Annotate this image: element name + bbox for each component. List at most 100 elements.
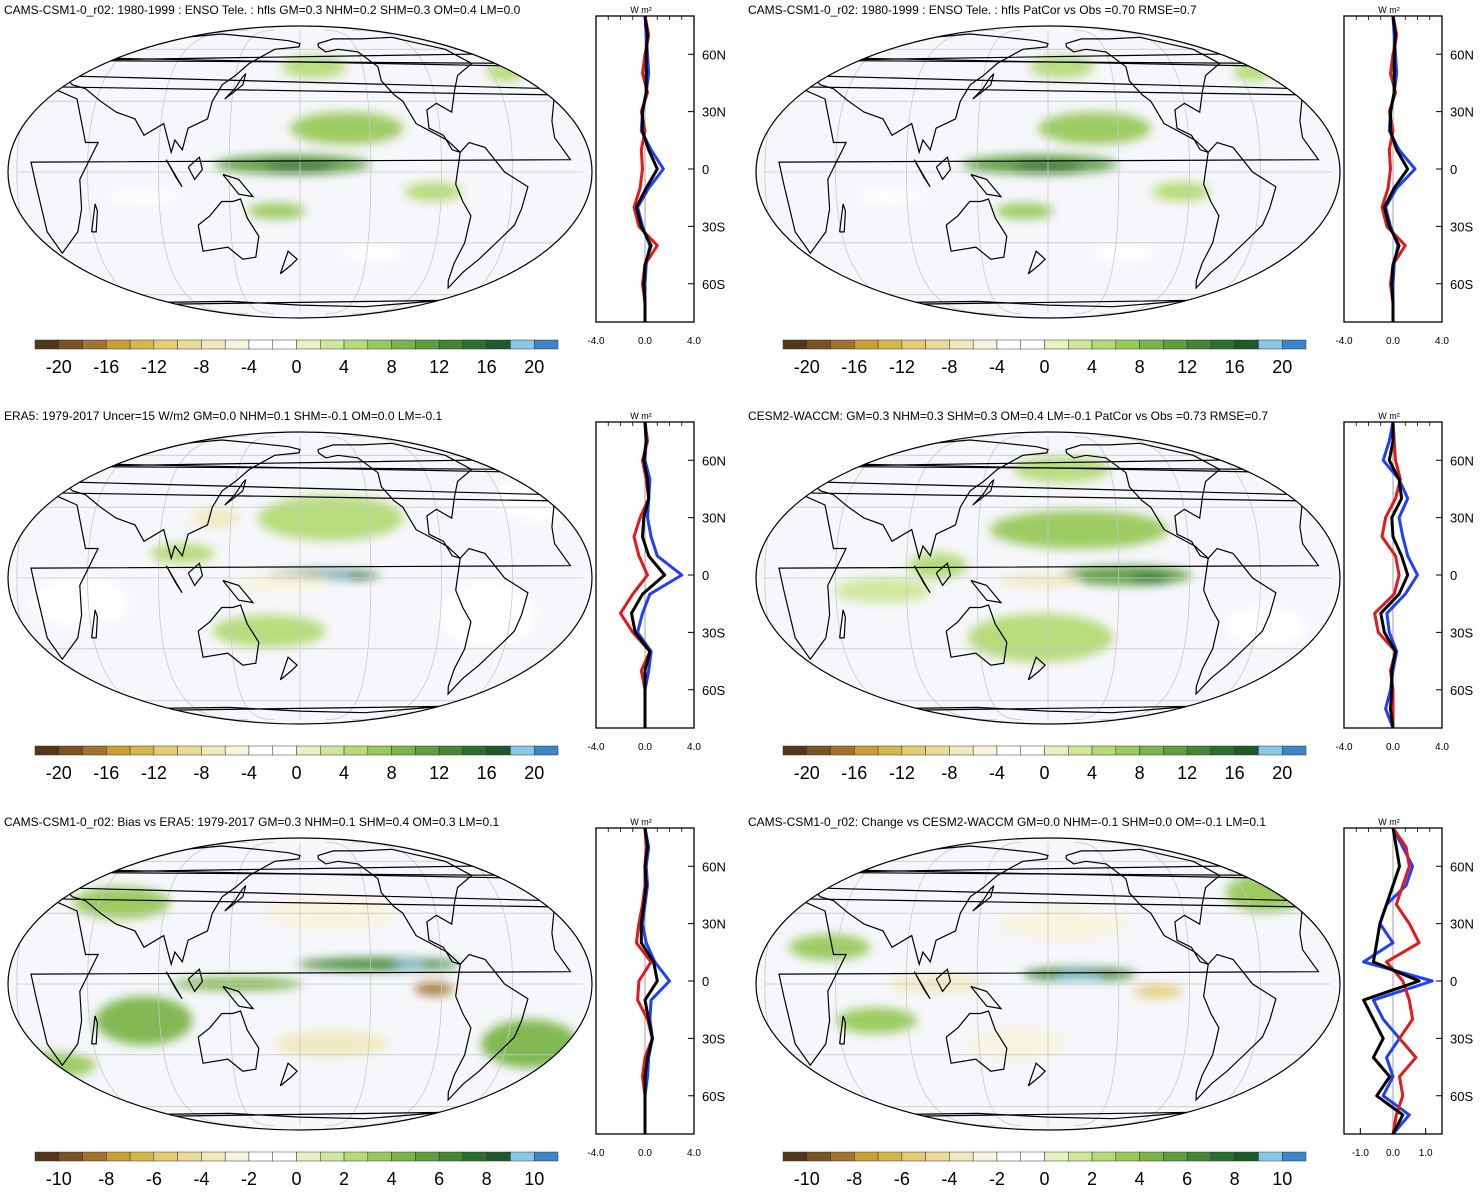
zonal-profile: W m² -4.0 0.0 4.0 60N 30N 0 30S 60S [587, 5, 725, 347]
coastline [972, 73, 995, 100]
colorbar-label: -12 [889, 763, 915, 783]
anomaly-field [834, 456, 1306, 663]
anomaly-patch [855, 190, 927, 204]
anomaly-patch [968, 1027, 1067, 1061]
colorbar-swatch [177, 745, 202, 756]
colorbar-label: -20 [794, 357, 820, 377]
profile-xtick-label: 4.0 [687, 742, 701, 753]
colorbar-swatch [201, 339, 226, 350]
colorbar-label: -8 [193, 357, 209, 377]
profile-line-obs [1362, 827, 1434, 1135]
colorbar-swatch [949, 1151, 974, 1162]
meridian-line [325, 436, 372, 720]
map-border [7, 431, 593, 725]
colorbar: -20 -16 -12 -8 -4 0 4 8 12 16 20 [34, 339, 559, 377]
coastline [197, 1010, 260, 1072]
colorbar-swatch [972, 745, 998, 756]
coastline [778, 898, 1320, 1067]
colorbar-label: -4 [241, 357, 257, 377]
colorbar-label: 12 [429, 357, 449, 377]
colorbar-swatch [854, 339, 879, 350]
meridian-line [228, 436, 275, 720]
colorbar-swatch [830, 1151, 855, 1162]
anomaly-patch [404, 181, 463, 202]
meridian-line [976, 842, 1023, 1126]
profile-unit: W m² [630, 5, 652, 15]
coastline [1027, 656, 1046, 681]
anomaly-patch [289, 112, 404, 145]
coastline [222, 985, 255, 1010]
colorbar-label: 20 [524, 763, 544, 783]
colorbar-label: 4 [1135, 1169, 1145, 1187]
profile-lat-label: 30S [1450, 625, 1473, 640]
colorbar-swatch [1258, 1151, 1283, 1162]
colorbar-swatch [1210, 1151, 1235, 1162]
profile-lat-label: 30N [702, 917, 726, 932]
colorbar-swatch [486, 339, 511, 350]
coastline [317, 848, 473, 965]
colorbar-swatch [462, 339, 487, 350]
profile-xtick-label: -4.0 [1335, 336, 1353, 347]
meridian-line [325, 842, 372, 1126]
colorbar-label: 4 [387, 1169, 397, 1187]
map [756, 838, 1340, 1130]
profile-lat-label: 60S [702, 683, 725, 698]
profile-lat-label: 60N [702, 47, 726, 62]
colorbar: -10 -8 -6 -4 -2 0 2 4 6 8 10 [782, 1151, 1307, 1189]
colorbar-swatch [830, 339, 855, 350]
colorbar-swatch [782, 1151, 808, 1162]
profile-lat-label: 30S [702, 625, 725, 640]
colorbar-swatch [996, 1151, 1021, 1162]
profile-xtick-label: 0.0 [1386, 336, 1400, 347]
coastline [187, 968, 204, 993]
profile-lat-label: 30N [1450, 105, 1474, 120]
zonal-profile: W m² -4.0 0.0 4.0 60N 30N 0 30S 60S [1335, 5, 1473, 347]
profile-xtick-label: -4.0 [587, 742, 605, 753]
colorbar-swatch [129, 745, 155, 756]
colorbar-swatch [854, 1151, 879, 1162]
colorbar-label: -12 [889, 357, 915, 377]
colorbar-label: -8 [941, 357, 957, 377]
meridian-line [1073, 436, 1120, 720]
coastline [1065, 848, 1221, 965]
colorbar-label: 20 [524, 357, 544, 377]
profile-lat-label: 0 [1450, 568, 1457, 583]
colorbar-label: -2 [241, 1169, 257, 1187]
anomaly-patch [1029, 55, 1095, 79]
coastline [945, 1010, 1008, 1072]
colorbar-label: -4 [941, 1169, 957, 1187]
colorbar-swatch [1115, 745, 1140, 756]
coastline [30, 898, 572, 1067]
map [8, 838, 592, 1130]
colorbar-swatch [82, 745, 107, 756]
colorbar-swatch [996, 745, 1021, 756]
profile-lat-label: 30S [702, 219, 725, 234]
profile-line-model [1385, 827, 1421, 1135]
colorbar-label: -16 [93, 357, 119, 377]
colorbar-swatch [224, 745, 250, 756]
coastline [165, 159, 183, 188]
colorbar-swatch [106, 1151, 131, 1162]
meridian-line [1099, 30, 1191, 314]
profile-xtick-label: 4.0 [687, 1148, 701, 1159]
anomaly-patch [1061, 565, 1192, 586]
colorbar-swatch [106, 339, 131, 350]
colorbar-swatch [949, 745, 974, 756]
panel-2: CAMS-CSM1-0_r02: 1980-1999 : ENSO Tele. … [748, 3, 1474, 377]
coastline [279, 1062, 298, 1087]
profile-xtick-label: 0.0 [638, 742, 652, 753]
colorbar-label: 2 [339, 1169, 349, 1187]
coastline [279, 250, 298, 275]
coastline [187, 156, 204, 181]
colorbar-swatch [367, 1151, 392, 1162]
anomaly-patch [341, 245, 407, 262]
colorbar-swatch [1115, 339, 1140, 350]
colorbar-swatch [391, 1151, 416, 1162]
anomaly-patch [835, 1007, 917, 1034]
colorbar-swatch [1234, 1151, 1259, 1162]
profile-lat-label: 0 [702, 974, 709, 989]
colorbar-label: 20 [1272, 763, 1292, 783]
colorbar-label: -12 [141, 357, 167, 377]
colorbar-swatch [224, 339, 250, 350]
coastline [165, 971, 183, 1000]
